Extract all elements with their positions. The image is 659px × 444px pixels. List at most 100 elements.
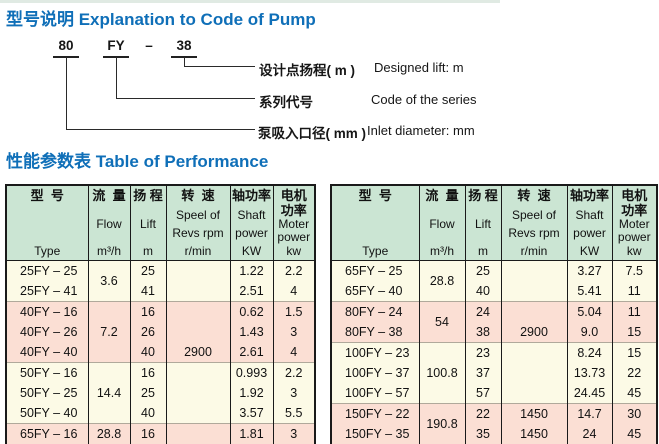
code-designed-lift: 38 bbox=[176, 38, 192, 53]
cell-shaft-power: 8.24 bbox=[566, 342, 613, 363]
cell-type: 100FY – 57 bbox=[330, 383, 420, 404]
col-header-en: r/min bbox=[520, 243, 548, 258]
col-header-en: Flow bbox=[429, 216, 455, 231]
col-header-zh: 转 速 bbox=[181, 188, 215, 203]
table-row: 100FY – 57 57 24.45 45 bbox=[330, 383, 658, 404]
section-title-code-explanation: 型号说明 Explanation to Code of Pump bbox=[6, 10, 316, 29]
cell-flow: 28.8 bbox=[418, 260, 466, 302]
col-header-en: Flow bbox=[96, 216, 122, 231]
table-row: 150FY – 35 35 1450 24 45 bbox=[330, 424, 658, 444]
cell-type: 50FY – 16 bbox=[5, 362, 89, 383]
col-header-zh: 电机 bbox=[621, 188, 648, 203]
cell-type: 100FY – 23 bbox=[330, 342, 420, 363]
cell-type: 65FY – 25 bbox=[330, 260, 420, 281]
table-row: 40FY – 40 40 2900 2.61 4 bbox=[5, 342, 316, 363]
cell-speed bbox=[165, 260, 231, 281]
col-header-en: Revs rpm bbox=[508, 225, 560, 240]
table-row: 25FY – 41 41 2.51 4 bbox=[5, 281, 316, 302]
table-row: 40FY – 26 26 1.43 3 bbox=[5, 322, 316, 342]
cell-type: 40FY – 40 bbox=[5, 342, 89, 363]
col-header-en: KW bbox=[241, 243, 262, 258]
table-row: 65FY – 40 40 5.41 11 bbox=[330, 281, 658, 302]
col-header-en: KW bbox=[579, 243, 600, 258]
cell-shaft-power: 1.92 bbox=[229, 383, 274, 403]
header-row: 型 号 Type 流 量 Flow m³/h 扬 程 Lift m 转 速 Speel of Rev… bbox=[330, 185, 658, 261]
cell-lift: 40 bbox=[129, 342, 167, 363]
table-row: 25FY – 25 3.6 25 1.22 2.2 bbox=[5, 260, 316, 302]
cell-type: 50FY – 40 bbox=[5, 403, 89, 424]
table-row: 100FY – 23 100.8 23 8.24 15 bbox=[330, 342, 658, 404]
connector-line-lift bbox=[184, 57, 255, 67]
col-header-en: Type bbox=[34, 243, 61, 258]
cell-type: 25FY – 25 bbox=[5, 260, 89, 281]
header-row: 型 号 Type 流 量 Flow m³/h 扬 程 Lift m 转 速 Speel of Rev… bbox=[5, 185, 316, 261]
col-header-en: m bbox=[143, 243, 153, 258]
cell-motor-power: 15 bbox=[611, 322, 658, 343]
col-header-motor: 电机 功率 Moter power kw bbox=[272, 185, 316, 261]
cell-speed bbox=[165, 281, 231, 302]
cell-motor-power: 2.2 bbox=[272, 362, 316, 383]
col-header-speed: 转 速 Speel of Revs rpm r/min bbox=[500, 185, 568, 261]
cell-type: 80FY – 38 bbox=[330, 322, 420, 343]
cell-lift: 40 bbox=[129, 403, 167, 424]
label-lift-zh: 设计点扬程( m ) bbox=[259, 63, 355, 78]
col-header-zh: 扬 程 bbox=[133, 188, 163, 203]
cell-lift: 22 bbox=[464, 403, 502, 424]
cell-shaft-power: 14.7 bbox=[566, 403, 613, 424]
col-header-zh: 转 速 bbox=[517, 188, 551, 203]
col-header-shaft: 轴功率 Shaft power KW bbox=[229, 185, 274, 261]
col-header-type: 型 号 Type bbox=[5, 185, 89, 261]
table-row: 40FY – 16 7.2 16 0.62 1.5 bbox=[5, 301, 316, 363]
table-row: 80FY – 24 54 24 5.04 11 bbox=[330, 301, 658, 343]
cell-shaft-power: 2.61 bbox=[229, 342, 274, 363]
col-header-en: Speel of bbox=[511, 207, 557, 222]
col-header-zh: 扬 程 bbox=[468, 188, 498, 203]
cell-speed: 2900 bbox=[500, 322, 568, 343]
col-header-zh: 流 量 bbox=[92, 188, 126, 203]
cell-shaft-power: 3.57 bbox=[229, 403, 274, 424]
col-header-en: Speel of bbox=[175, 207, 221, 222]
col-header-en: power bbox=[617, 230, 651, 245]
table-row: 50FY – 40 40 3.57 5.5 bbox=[5, 403, 316, 424]
code-series: FY bbox=[107, 38, 125, 53]
cell-speed bbox=[165, 423, 231, 444]
label-lift-en: Designed lift: m bbox=[374, 60, 464, 75]
cell-flow: 190.8 bbox=[418, 403, 466, 444]
cell-speed bbox=[500, 383, 568, 404]
col-header-type: 型 号 Type bbox=[330, 185, 420, 261]
cell-motor-power: 7.5 bbox=[611, 260, 658, 281]
col-header-zh: 电机 bbox=[280, 188, 307, 203]
col-header-flow: 流 量 Flow m³/h bbox=[87, 185, 131, 261]
col-header-en: power bbox=[573, 225, 606, 240]
col-header-en: Shaft bbox=[237, 207, 266, 222]
cell-shaft-power: 0.993 bbox=[229, 362, 274, 383]
cell-type: 65FY – 40 bbox=[330, 281, 420, 302]
col-header-en: Lift bbox=[139, 216, 156, 231]
cell-speed bbox=[500, 342, 568, 363]
cell-motor-power: 3 bbox=[272, 423, 316, 444]
cell-lift: 41 bbox=[129, 281, 167, 302]
col-header-en: m³/h bbox=[97, 243, 121, 258]
connector-line-inlet bbox=[66, 57, 255, 130]
col-header-zh: 型 号 bbox=[358, 188, 392, 203]
cell-shaft-power: 1.22 bbox=[229, 260, 274, 281]
table-row: 50FY – 16 14.4 16 0.993 2.2 bbox=[5, 362, 316, 424]
cell-speed bbox=[500, 301, 568, 322]
cell-type: 150FY – 22 bbox=[330, 403, 420, 424]
col-header-en: power bbox=[235, 225, 268, 240]
cell-shaft-power: 13.73 bbox=[566, 363, 613, 383]
cell-speed: 1450 bbox=[500, 424, 568, 444]
table-row: 80FY – 38 38 2900 9.0 15 bbox=[330, 322, 658, 343]
col-header-lift: 扬 程 Lift m bbox=[129, 185, 167, 261]
connector-line-series bbox=[116, 57, 255, 99]
col-header-en: kw bbox=[286, 243, 302, 258]
cell-speed: 2900 bbox=[165, 342, 231, 363]
cell-shaft-power: 1.81 bbox=[229, 423, 274, 444]
cell-speed bbox=[165, 362, 231, 383]
cell-flow: 7.2 bbox=[87, 301, 131, 363]
table-row: 50FY – 25 25 1.92 3 bbox=[5, 383, 316, 403]
performance-tables: 型 号 Type 流 量 Flow m³/h 扬 程 Lift m 转 速 Speel of Rev… bbox=[5, 184, 658, 444]
cell-lift: 57 bbox=[464, 383, 502, 404]
code-inlet-diameter: 80 bbox=[58, 38, 74, 53]
cell-flow: 54 bbox=[418, 301, 466, 343]
